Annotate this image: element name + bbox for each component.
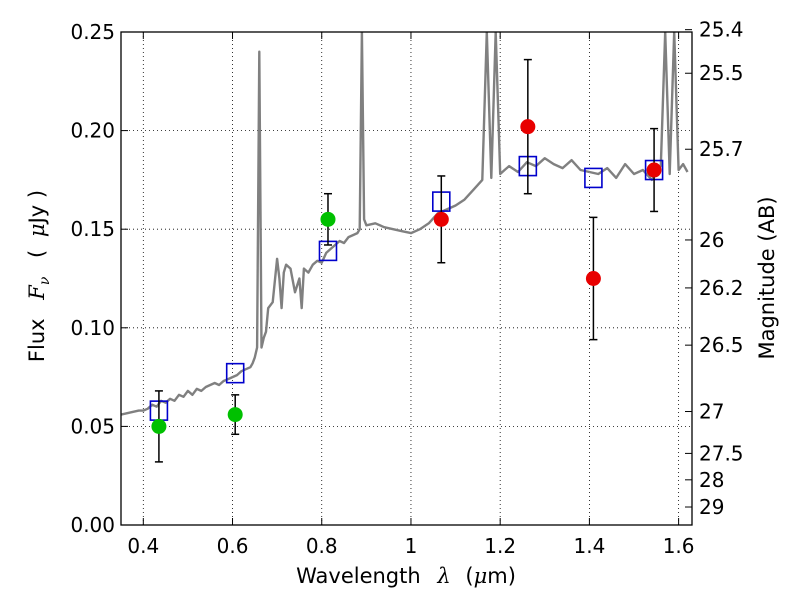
- green-photometry-point-1: [227, 407, 243, 423]
- x-axis-label-unit-rest: m): [487, 564, 516, 588]
- model-photometry-square-5: [584, 167, 603, 189]
- tick-labels: 0.4 0.6 0.8 1 1.2 1.4 1.6 0.00 0.05 0.10 0.15 0.20 0…: [70, 18, 743, 558]
- green-photometry-point-2: [320, 211, 336, 227]
- y2-axis-label: Magnitude (AB): [755, 196, 779, 359]
- y-axis-label-unit-rest: Jy ): [25, 190, 49, 226]
- x-tick-label-6: 1.6: [663, 534, 695, 558]
- model-photometry-square-1: [225, 362, 245, 384]
- x-tick-label-1: 0.6: [217, 534, 249, 558]
- y-axis-label-symbol: F: [25, 284, 49, 301]
- x-axis-label-unit-open: (: [465, 564, 473, 588]
- plot-area: [121, 32, 689, 463]
- red-photometry-point-2: [585, 271, 601, 286]
- y-axis-label-unit-mu: μ: [25, 223, 49, 237]
- x-tick-label-0: 0.4: [127, 534, 159, 558]
- y-axis-label-unit-open: (: [25, 250, 49, 258]
- x-axis-label: Wavelength λ (μm): [296, 564, 516, 588]
- mag-tick-label-2: 25.7: [699, 137, 744, 161]
- red-photometry-point-3: [646, 162, 662, 178]
- mag-tick-label-3: 26: [699, 228, 724, 252]
- x-axis-label-text: Wavelength: [296, 564, 421, 588]
- mag-tick-label-8: 28: [699, 468, 724, 492]
- plot-frame: [120, 31, 693, 526]
- y-axis-label-text: Flux: [25, 318, 49, 362]
- axis-ticks: [121, 29, 692, 526]
- mag-tick-label-1: 25.5: [699, 61, 744, 85]
- y-tick-label-3: 0.15: [70, 217, 115, 241]
- x-axis-label-symbol: λ: [436, 564, 450, 588]
- y-tick-label-0: 0.00: [70, 513, 115, 537]
- y-tick-label-2: 0.10: [70, 316, 115, 340]
- green-photometry-point-0: [151, 418, 167, 434]
- y-axis-label-subscript: ν: [37, 276, 53, 285]
- mag-tick-label-4: 26.2: [699, 276, 744, 300]
- mag-tick-label-9: 29: [699, 495, 724, 519]
- x-axis-label-unit-mu: μ: [474, 564, 488, 588]
- x-tick-label-4: 1.2: [484, 534, 516, 558]
- mag-tick-label-0: 25.4: [699, 18, 744, 42]
- mag-tick-label-7: 27.5: [699, 441, 744, 465]
- y-tick-label-5: 0.25: [70, 20, 115, 44]
- model-spectrum-line: [121, 32, 689, 416]
- y-tick-label-1: 0.05: [70, 414, 115, 438]
- mag-tick-label-5: 26.5: [699, 333, 744, 357]
- mag-tick-label-6: 27: [699, 400, 724, 424]
- y-tick-label-4: 0.20: [70, 119, 115, 143]
- x-tick-label-3: 1: [405, 534, 418, 558]
- x-tick-label-5: 1.4: [573, 534, 605, 558]
- red-photometry-point-0: [433, 211, 449, 227]
- y-axis-label: Flux Fν ( μJy ): [25, 190, 54, 362]
- red-photometry-point-1: [520, 119, 536, 135]
- x-tick-label-2: 0.8: [306, 534, 338, 558]
